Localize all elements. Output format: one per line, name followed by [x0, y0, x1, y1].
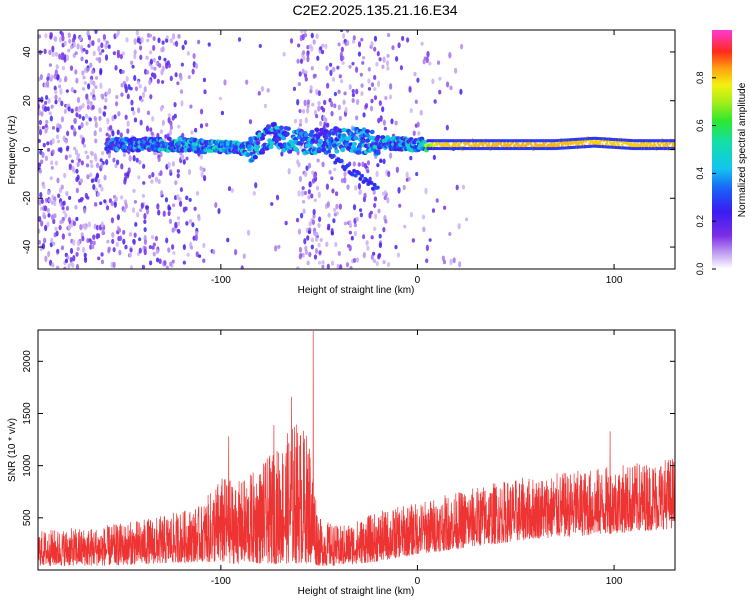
figure-title: C2E2.2025.135.21.16.E34	[292, 2, 458, 18]
colorbar-tick-label: 0.2	[695, 215, 705, 228]
colorbar-label: Normalized spectral amplitude	[737, 82, 748, 217]
colorbar-tick-label: 0.4	[695, 167, 705, 180]
spectrogram-noise	[38, 30, 469, 269]
snr-y-tick-label: 1000	[22, 454, 33, 477]
spectrogram-x-tick-label: 0	[415, 275, 421, 286]
snr-x-label: Height of straight line (km)	[298, 586, 415, 597]
spectrogram-y-tick-label: -40	[22, 239, 33, 254]
snr-y-label: SNR (10 * v/v)	[7, 418, 18, 482]
spectrogram-x-tick-label: 100	[606, 275, 623, 286]
snr-y-tick-label: 1500	[22, 402, 33, 425]
snr-y-tick-label: 2000	[22, 350, 33, 373]
spectrogram-y-tick-label: -20	[22, 191, 33, 206]
colorbar: 0.0 0.2 0.4 0.6 0.8 Normalized spectral ampl…	[695, 30, 748, 275]
spectrogram-y-tick-label: 40	[22, 46, 33, 58]
snr-frame	[37, 329, 676, 571]
snr-x-tick-label: 100	[606, 576, 623, 587]
snr-x-tick-label: -100	[211, 576, 231, 587]
colorbar-tick-label: 0.0	[695, 263, 705, 276]
snr-plot: -100 0 100 500 1000 1500 2000 SNR (10 * v/v) H…	[7, 329, 676, 597]
colorbar-tick-label: 0.6	[695, 119, 705, 132]
colorbar-tick-label: 0.8	[695, 72, 705, 85]
spectrogram-plot: -100 0 100 -40 -20 0 20 40 Frequency (Hz) Heigh…	[7, 29, 676, 296]
spectrogram-y-tick-label: 0	[22, 146, 33, 152]
spectrogram-x-label: Height of straight line (km)	[298, 285, 415, 296]
spectrogram-y-tick-label: 20	[22, 95, 33, 107]
snr-x-tick-label: 0	[415, 576, 421, 587]
spectrogram-y-label: Frequency (Hz)	[7, 116, 18, 185]
spectrogram-ridge	[104, 121, 675, 191]
colorbar-gradient	[712, 30, 732, 269]
spectrogram-x-tick-label: -100	[211, 275, 231, 286]
snr-y-tick-label: 500	[22, 509, 33, 526]
snr-series-line	[38, 330, 675, 567]
